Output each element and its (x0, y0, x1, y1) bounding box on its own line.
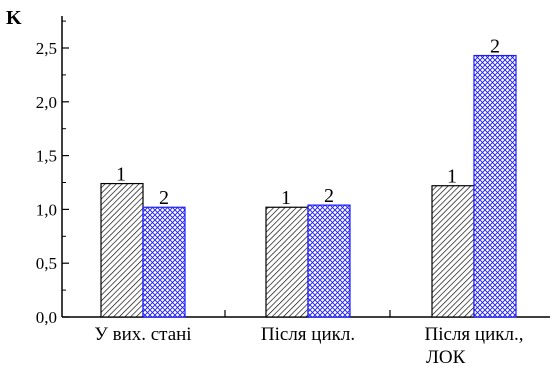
y-tick-label: 1,0 (36, 200, 57, 219)
bar-series-2 (307, 204, 351, 318)
bar-number-label: 1 (281, 187, 291, 209)
bar-series-1 (431, 185, 475, 318)
labels: 0,0 0,5 1,0 1,5 2,0 2,5 K 1 2 У вих. стані 1 2 Після… (6, 7, 523, 368)
x-category-label-line: Після цикл., (425, 324, 524, 345)
y-tick-label: 1,5 (36, 147, 57, 166)
bar-number-label: 1 (447, 166, 457, 188)
bar-series-1 (265, 206, 309, 318)
y-tick-label: 2,0 (36, 93, 57, 112)
bar-series-2 (142, 206, 186, 318)
bar-series-2 (473, 54, 517, 318)
bar-series-1 (100, 182, 144, 318)
bar-number-label: 2 (324, 185, 334, 207)
bars (100, 54, 517, 318)
bar-number-label: 2 (159, 187, 169, 209)
y-axis-label: K (6, 7, 22, 29)
y-tick-label: 0,5 (36, 254, 57, 273)
x-category-label-line: ЛОК (426, 347, 466, 368)
y-tick-label: 2,5 (36, 39, 57, 58)
x-category-label: Після цикл. (261, 324, 355, 345)
x-category-label: У вих. стані (94, 324, 191, 345)
bar-number-label: 1 (116, 164, 126, 186)
y-tick-label: 0,0 (36, 308, 57, 327)
x-category-label-line: У вих. стані (94, 324, 191, 345)
x-category-label: Після цикл., ЛОК (425, 324, 524, 368)
x-category-label-line: Після цикл. (261, 324, 355, 345)
bar-number-label: 2 (490, 36, 500, 58)
